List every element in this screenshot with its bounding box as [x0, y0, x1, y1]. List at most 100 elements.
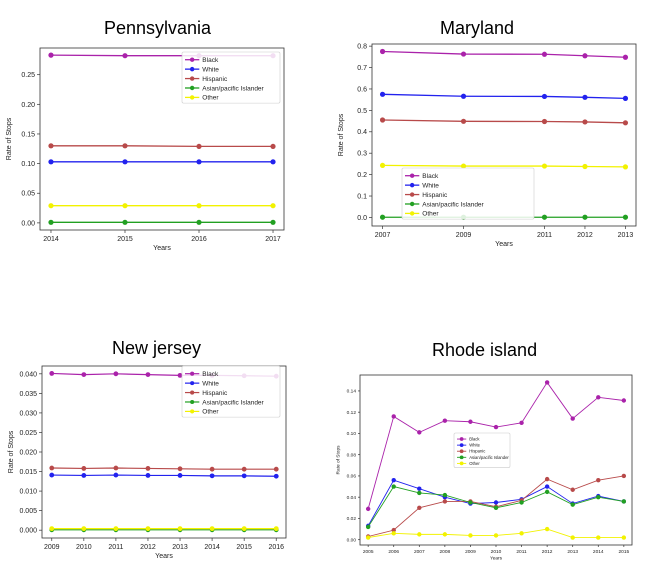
y-tick-label: 0.1 — [357, 193, 367, 200]
legend-marker-black — [409, 173, 415, 178]
data-point-black — [493, 424, 499, 430]
series-line-white — [51, 474, 277, 477]
data-point-asian-pacific-islander — [519, 500, 524, 505]
legend-label-asian-pacific-islander: Asian/pacific Islander — [469, 455, 509, 460]
data-point-black — [544, 380, 550, 385]
data-point-hispanic — [544, 476, 550, 482]
chart-pennsylvania: 0.00 0.05 0.10 0.15 0.20 0.25 2014 2015 2016 2017… — [6, 47, 285, 252]
legend-marker-other — [189, 95, 195, 100]
y-tick-label: 0.4 — [357, 129, 367, 136]
legend-label-white: White — [422, 182, 439, 189]
y-tick-label: 0.10 — [21, 161, 35, 168]
data-point-hispanic — [391, 527, 396, 533]
data-point-other — [49, 526, 55, 532]
data-point-black — [622, 54, 629, 60]
x-tick-label: 2005 — [363, 549, 374, 555]
y-tick-label: 0.5 — [357, 108, 367, 115]
y-tick-label: 0.020 — [19, 449, 37, 456]
data-point-other — [379, 162, 386, 169]
data-point-other — [177, 526, 183, 532]
data-point-white — [81, 473, 87, 478]
data-point-other — [417, 532, 422, 537]
data-point-white — [122, 159, 128, 165]
data-point-black — [81, 372, 87, 377]
data-point-hispanic — [270, 143, 276, 150]
legend-marker-white — [189, 66, 195, 72]
x-axis-label: Years — [495, 241, 513, 248]
y-tick-label: 0.00 — [347, 537, 357, 543]
y-tick-label: 0.005 — [19, 508, 37, 515]
series-line-hispanic — [382, 119, 626, 124]
data-point-white — [145, 473, 151, 478]
data-point-asian-pacific-islander — [48, 219, 54, 225]
x-tick-label: 2011 — [108, 544, 123, 551]
panel-title-new-jersey: New jersey — [112, 338, 202, 358]
data-point-other — [541, 163, 548, 169]
y-axis-label: Rate of Stops — [336, 445, 342, 475]
data-point-black — [596, 395, 601, 400]
series-line-hispanic — [51, 467, 277, 470]
data-point-white — [460, 93, 467, 99]
y-tick-label: 0.2 — [357, 172, 367, 179]
legend-label-other: Other — [469, 461, 480, 466]
legend-label-other: Other — [202, 409, 219, 416]
legend-label-other: Other — [202, 95, 219, 102]
data-point-black — [442, 418, 448, 423]
x-tick-label: 2015 — [236, 544, 252, 551]
data-point-black — [122, 53, 128, 59]
legend-label-white: White — [202, 380, 219, 387]
y-tick-label: 0.06 — [347, 474, 357, 480]
data-point-black — [621, 398, 627, 403]
panel-title-rhode-island: Rhode island — [432, 340, 538, 360]
x-tick-label: 2009 — [465, 549, 476, 555]
data-point-other — [596, 535, 601, 540]
x-tick-label: 2014 — [593, 549, 604, 555]
data-point-hispanic — [570, 487, 575, 492]
y-tick-label: 0.20 — [21, 102, 35, 109]
y-tick-label: 0.25 — [21, 72, 35, 79]
legend-label-hispanic: Hispanic — [202, 76, 228, 83]
x-axis-label: Years — [153, 245, 171, 252]
data-point-hispanic — [48, 143, 54, 149]
x-tick-label: 2015 — [117, 236, 133, 243]
data-point-black — [541, 51, 548, 57]
series-line-other — [382, 164, 626, 168]
data-point-other — [570, 535, 575, 540]
data-point-white — [241, 473, 247, 479]
data-point-hispanic — [209, 466, 215, 472]
chart-rhode-island: 0.00 0.02 0.04 0.06 0.08 0.10 0.12 0.14 2005 2006… — [336, 374, 633, 562]
x-tick-label: 2017 — [265, 236, 281, 243]
series-line-white — [382, 93, 626, 100]
data-point-asian-pacific-islander — [544, 489, 550, 495]
chart-maryland: 0.0 0.1 0.2 0.3 0.4 0.5 0.6 0.7 0.8 2007 2009 2011 2… — [338, 44, 637, 248]
panel-title-pennsylvania: Pennsylvania — [104, 18, 212, 38]
legend-marker-hispanic — [409, 192, 415, 197]
data-point-hispanic — [241, 466, 247, 472]
data-point-other — [241, 526, 247, 532]
x-tick-label: 2009 — [44, 544, 60, 551]
data-point-other — [519, 531, 524, 536]
data-point-white — [582, 94, 588, 100]
legend-marker-asian-pacific-islander — [409, 201, 415, 207]
legend-label-other: Other — [422, 211, 439, 218]
y-tick-label: 0.010 — [19, 489, 37, 496]
data-point-hispanic — [196, 143, 202, 150]
data-point-hispanic — [582, 119, 588, 125]
data-point-other — [113, 526, 119, 532]
data-point-white — [177, 473, 183, 478]
data-point-white — [622, 95, 629, 101]
data-point-black — [582, 53, 588, 59]
data-point-hispanic — [122, 143, 128, 149]
data-point-black — [417, 430, 422, 435]
plot-frame — [39, 47, 285, 231]
data-point-black — [145, 372, 151, 377]
data-point-other — [622, 164, 629, 170]
y-tick-label: 0.00 — [21, 220, 35, 227]
data-point-asian-pacific-islander — [365, 524, 371, 530]
data-point-asian-pacific-islander — [122, 219, 128, 225]
data-point-asian-pacific-islander — [442, 492, 448, 498]
x-tick-label: 2011 — [516, 549, 527, 555]
data-point-asian-pacific-islander — [196, 219, 202, 225]
data-point-black — [365, 506, 371, 512]
data-point-black — [468, 419, 473, 424]
